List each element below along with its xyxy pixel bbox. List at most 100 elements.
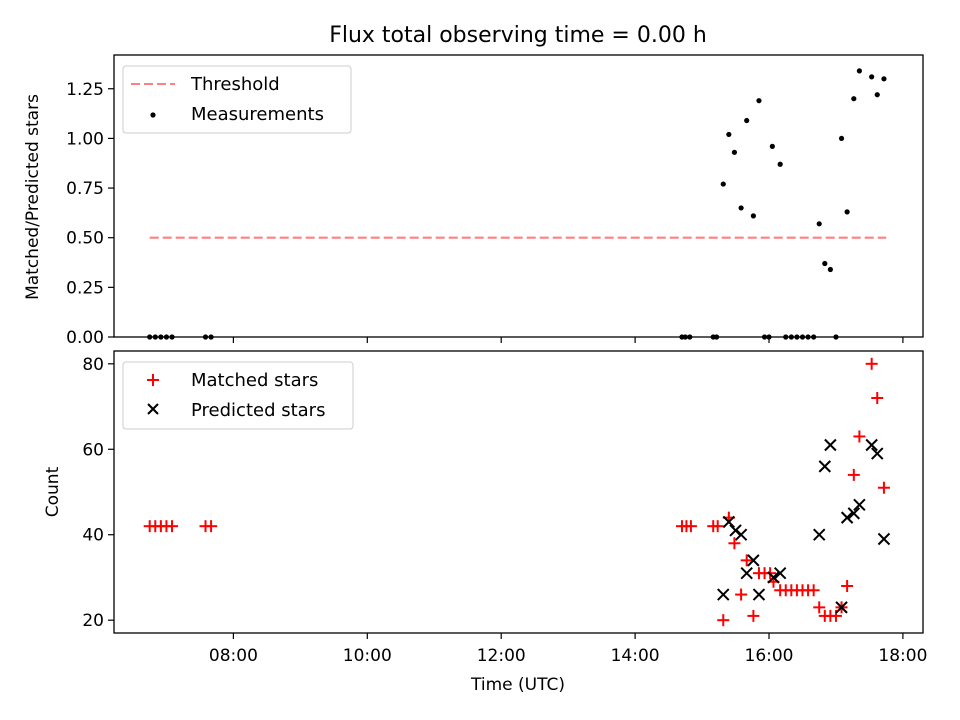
data-point bbox=[756, 98, 762, 104]
data-point bbox=[750, 213, 756, 219]
data-point bbox=[734, 528, 748, 541]
data-point bbox=[871, 392, 884, 404]
y-tick-label: 80 bbox=[82, 355, 104, 375]
data-point bbox=[752, 588, 766, 601]
data-point bbox=[735, 588, 748, 601]
data-point bbox=[728, 537, 741, 550]
data-point bbox=[807, 584, 820, 597]
y-tick-label: 1.25 bbox=[66, 80, 104, 100]
top-y-ticks: 0.00 0.25 0.50 0.75 1.00 1.25 bbox=[66, 80, 114, 348]
x-tick-label: 14:00 bbox=[611, 646, 660, 666]
x-stroke-b bbox=[722, 515, 736, 529]
data-point bbox=[881, 76, 887, 82]
data-point bbox=[767, 571, 780, 584]
y-tick-label: 40 bbox=[82, 526, 104, 546]
data-point bbox=[840, 511, 854, 524]
x-stroke-b bbox=[865, 438, 878, 452]
top-panel: 0.00 0.25 0.50 0.75 1.00 1.25 Matched/Predict… bbox=[23, 54, 924, 348]
data-point bbox=[835, 601, 848, 614]
data-point bbox=[838, 135, 845, 142]
top-legend: Threshold Measurements bbox=[122, 65, 352, 134]
data-point bbox=[722, 515, 736, 529]
x-tick-label: 16:00 bbox=[745, 646, 794, 666]
x-stroke-b bbox=[813, 528, 826, 541]
legend-matched-label: Matched stars bbox=[191, 370, 318, 391]
data-point bbox=[844, 209, 850, 215]
legend-measurements-label: Measurements bbox=[191, 104, 324, 125]
data-point bbox=[731, 149, 738, 155]
bottom-legend: Matched stars Predicted stars bbox=[122, 361, 354, 430]
data-point bbox=[877, 481, 890, 494]
data-point bbox=[853, 498, 866, 512]
legend-matched-swatch bbox=[147, 374, 159, 386]
data-point bbox=[747, 609, 760, 622]
x-stroke-b bbox=[835, 601, 848, 614]
x-stroke-b bbox=[818, 460, 832, 473]
x-stroke-b bbox=[734, 528, 748, 541]
data-point bbox=[744, 117, 750, 124]
data-point bbox=[874, 92, 880, 98]
data-point bbox=[166, 520, 179, 533]
bottom-plot-area bbox=[143, 357, 891, 627]
data-point bbox=[856, 68, 862, 74]
data-point bbox=[841, 580, 854, 592]
top-plot-area bbox=[147, 68, 887, 340]
x-stroke-b bbox=[717, 588, 730, 601]
data-point bbox=[853, 430, 866, 443]
data-point bbox=[777, 161, 783, 167]
legend-predicted-swatch bbox=[147, 403, 159, 415]
x-stroke-b bbox=[847, 507, 861, 520]
data-point bbox=[865, 438, 878, 452]
data-point bbox=[773, 566, 787, 580]
data-point bbox=[818, 460, 832, 473]
bottom-x-ticks: 08:00 10:00 12:00 14:00 16:00 18:00 bbox=[209, 633, 927, 666]
data-point bbox=[711, 520, 724, 533]
x-tick-label: 08:00 bbox=[209, 646, 258, 666]
x-stroke-b bbox=[877, 532, 891, 546]
data-point bbox=[740, 554, 753, 567]
y-tick-label: 60 bbox=[82, 440, 104, 460]
data-point bbox=[822, 260, 828, 267]
data-point bbox=[871, 447, 884, 460]
data-point bbox=[851, 96, 857, 102]
data-point bbox=[824, 438, 837, 452]
y-tick-label: 0.50 bbox=[66, 229, 104, 249]
x-tick-label: 18:00 bbox=[878, 646, 927, 666]
data-point bbox=[720, 181, 726, 187]
x-stroke-b bbox=[840, 511, 854, 524]
top-legend-box bbox=[122, 65, 352, 134]
data-point bbox=[740, 566, 753, 580]
data-point bbox=[847, 468, 860, 481]
data-point bbox=[747, 554, 760, 567]
data-point bbox=[827, 266, 833, 273]
data-point bbox=[816, 221, 822, 227]
x-stroke-b bbox=[740, 566, 753, 580]
x-stroke-b bbox=[747, 554, 760, 567]
data-point bbox=[717, 614, 730, 627]
bottom-axes-frame bbox=[113, 350, 924, 634]
x-stroke-b bbox=[767, 571, 780, 584]
x-stroke-b bbox=[853, 498, 866, 512]
data-point bbox=[684, 520, 697, 533]
data-point bbox=[877, 532, 891, 546]
x-tick-label: 10:00 bbox=[343, 646, 392, 666]
x-stroke-b bbox=[824, 438, 837, 452]
data-point bbox=[869, 74, 875, 80]
bottom-legend-box bbox=[122, 361, 354, 430]
data-point bbox=[726, 131, 732, 138]
legend-measurements-swatch bbox=[150, 112, 156, 118]
data-point bbox=[717, 588, 730, 601]
data-point bbox=[769, 143, 775, 149]
y-tick-label: 0.00 bbox=[66, 328, 104, 348]
x-stroke-b bbox=[871, 447, 884, 460]
y-tick-label: 20 bbox=[82, 611, 104, 631]
series-measurements bbox=[147, 68, 887, 340]
x-stroke-b bbox=[752, 588, 766, 601]
bottom-y-axis-label: Count bbox=[43, 466, 63, 517]
data-point bbox=[813, 528, 826, 541]
top-axes-frame bbox=[113, 54, 924, 338]
y-tick-label: 0.25 bbox=[66, 278, 104, 298]
top-y-axis-label: Matched/Predicted stars bbox=[23, 94, 43, 300]
legend-predicted-label: Predicted stars bbox=[191, 400, 325, 421]
